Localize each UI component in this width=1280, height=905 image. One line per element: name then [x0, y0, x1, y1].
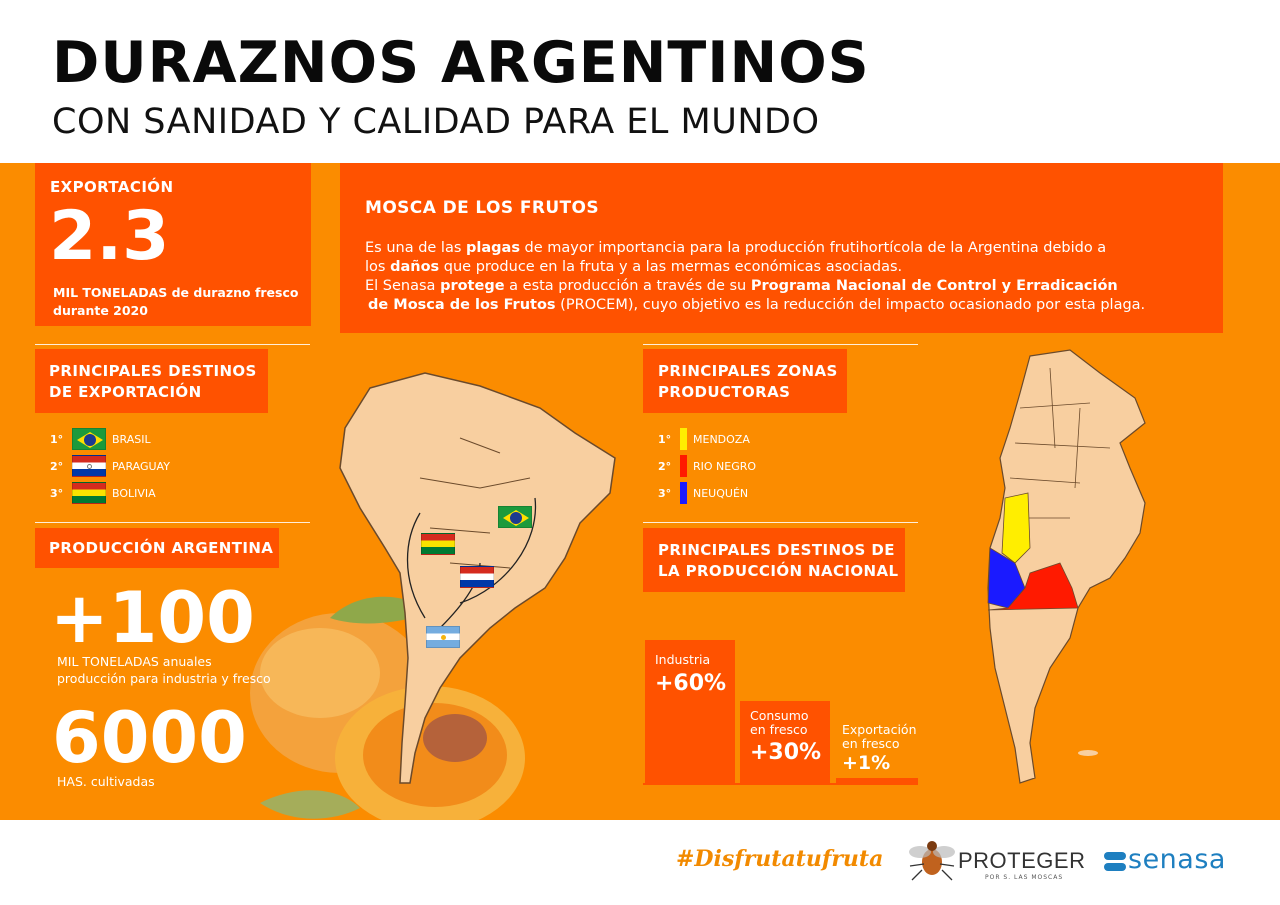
destinos-nacional-box: PRINCIPALES DESTINOS DE LA PRODUCCIÓN NA…: [643, 528, 905, 592]
hashtag: #Disfrutatufruta: [676, 846, 884, 872]
divider-left-mid: [35, 522, 310, 523]
mosca-box: MOSCA DE LOS FRUTOS Es una de las plagas…: [340, 163, 1223, 333]
mendoza-swatch: [680, 428, 687, 450]
export-heading: EXPORTACIÓN: [50, 178, 174, 196]
produccion-value-2-line1: HAS. cultivadas: [57, 774, 155, 789]
bars-baseline: [643, 783, 918, 785]
produccion-box: PRODUCCIÓN ARGENTINA: [35, 528, 279, 568]
route-arrow-brazil: [459, 497, 537, 604]
argentina-map: [987, 349, 1146, 784]
proteger-subtitle: POR S. LAS MOSCAS: [985, 874, 1064, 881]
export-box: EXPORTACIÓN 2.3 MIL TONELADAS de durazno…: [35, 163, 311, 326]
region-mendoza: [1001, 492, 1031, 564]
zonas-box: PRINCIPALES ZONAS PRODUCTORAS: [643, 349, 847, 413]
brazil-flag-icon: [72, 428, 106, 450]
senasa-logo-icon: [1104, 852, 1126, 871]
mosca-text: Es una de las plagas de mayor importanci…: [365, 240, 1146, 313]
mosca-heading: MOSCA DE LOS FRUTOS: [365, 198, 600, 218]
bolivia-flag-icon: [72, 482, 106, 504]
bar-exportacion-label: Exportación en fresco +1%: [842, 722, 917, 775]
header: DURAZNOS ARGENTINOS CON SANIDAD Y CALIDA…: [0, 0, 1280, 163]
senasa-logo: senasa: [1128, 844, 1226, 875]
destino-export-2: 2° PARAGUAY: [50, 455, 170, 477]
divider-right-mid: [643, 522, 918, 523]
proteger-fly-logo-icon: [909, 841, 955, 881]
rio-negro-swatch: [680, 455, 687, 477]
infographic-band: EXPORTACIÓN 2.3 MIL TONELADAS de durazno…: [0, 163, 1280, 820]
peach-pit: [423, 714, 487, 762]
bar-consumo-fresco: Consumo en fresco +30%: [740, 701, 830, 783]
peach-illustration: [250, 596, 525, 820]
map-flag-paraguay-icon: [460, 566, 494, 588]
page-subtitle: CON SANIDAD Y CALIDAD PARA EL MUNDO: [52, 102, 820, 142]
map-flag-argentina-icon: [426, 626, 460, 648]
export-value: 2.3: [49, 197, 170, 276]
export-unit-line1: MIL TONELADAS de durazno fresco: [53, 285, 299, 300]
zona-3: 3° NEUQUÉN: [658, 482, 748, 504]
destino-export-1: 1° BRASIL: [50, 428, 151, 450]
destinos-export-box: PRINCIPALES DESTINOS DE EXPORTACIÓN: [35, 349, 268, 413]
map-flag-brazil-icon: [498, 506, 532, 528]
page-title: DURAZNOS ARGENTINOS: [52, 30, 870, 96]
produccion-value-1: +100: [50, 577, 255, 659]
export-unit-line2: durante 2020: [53, 303, 148, 318]
neuquen-swatch: [680, 482, 687, 504]
bar-exportacion-fresco: [836, 778, 918, 783]
map-flag-bolivia-icon: [421, 533, 455, 555]
proteger-logo: PROTEGER: [958, 848, 1086, 873]
route-arrow-bolivia: [406, 512, 426, 619]
bar-industria: Industria +60%: [645, 640, 735, 783]
zona-1: 1° MENDOZA: [658, 428, 750, 450]
produccion-value-1-line2: producción para industria y fresco: [57, 671, 271, 686]
paraguay-flag-icon: [72, 455, 106, 477]
argentina-land: [987, 349, 1146, 784]
divider-left-top: [35, 344, 310, 345]
destino-export-3: 3° BOLIVIA: [50, 482, 156, 504]
region-rio-negro: [987, 562, 1079, 611]
zona-2: 2° RIO NEGRO: [658, 455, 756, 477]
divider-right-top: [643, 344, 918, 345]
produccion-value-2: 6000: [52, 697, 247, 779]
footer: #Disfrutatufruta PROTEGER POR S. LAS MOS…: [0, 820, 1280, 905]
produccion-value-1-line1: MIL TONELADAS anuales: [57, 654, 212, 669]
